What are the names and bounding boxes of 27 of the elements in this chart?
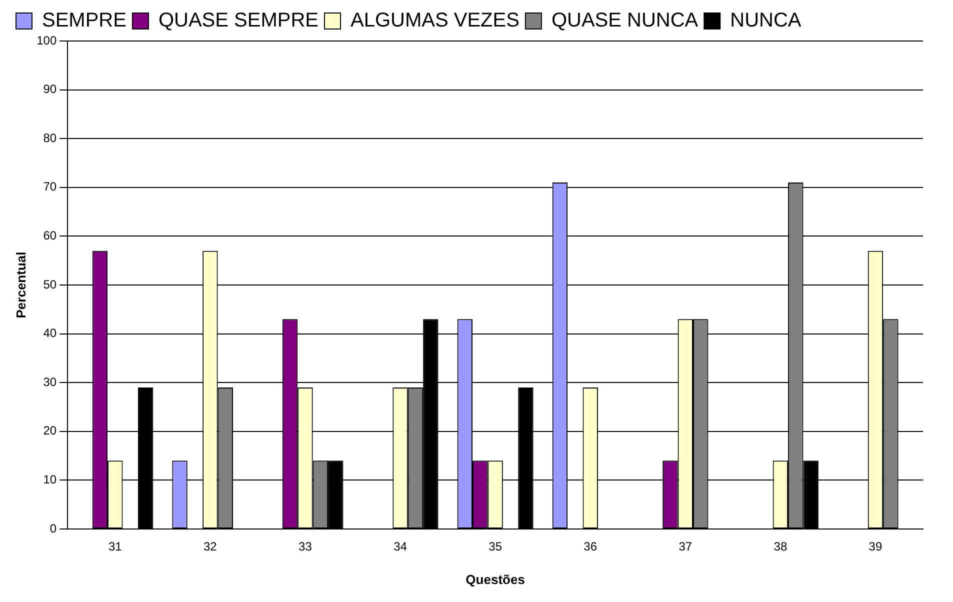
legend-label: QUASE NUNCA [551,10,699,32]
x-tick-label: 31 [108,540,122,554]
x-tick-label: 36 [584,540,598,554]
x-tick-label: 33 [298,540,312,554]
y-tick-label: 40 [43,326,57,340]
legend-label: ALGUMAS VEZES [350,10,520,32]
x-tick-label: 37 [678,540,692,554]
y-tick-label: 50 [43,277,57,292]
y-tick-label: 100 [36,33,57,48]
y-tick-label: 60 [43,228,57,243]
x-tick-label: 39 [868,540,882,554]
x-tick-label: 35 [488,540,502,554]
y-tick-label: 0 [50,521,57,536]
y-tick-label: 90 [43,82,57,96]
y-axis-title: Percentual [13,252,28,318]
x-tick-label: 34 [394,540,408,554]
y-tick-label: 80 [43,130,57,145]
legend-label: QUASE SEMPRE [158,10,319,32]
x-tick-label: 38 [774,540,788,554]
legend-label: SEMPRE [42,10,126,32]
y-tick-label: 20 [43,424,57,438]
legend-label: NUNCA [730,10,802,32]
y-tick-label: 70 [43,180,57,194]
y-tick-label: 10 [43,472,57,487]
x-axis-title: Questões [466,572,525,587]
x-tick-label: 32 [204,540,218,554]
y-tick-label: 30 [43,374,57,389]
